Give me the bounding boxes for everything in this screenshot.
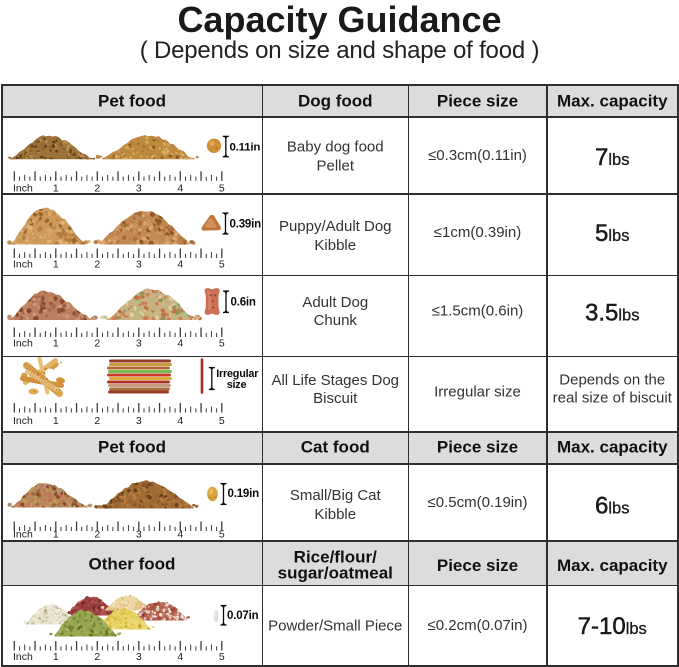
svg-text:2: 2 — [94, 338, 100, 350]
svg-text:5: 5 — [218, 258, 224, 270]
svg-text:5: 5 — [218, 651, 224, 663]
svg-text:3: 3 — [135, 258, 141, 270]
svg-text:2: 2 — [94, 528, 100, 540]
svg-text:0.39in: 0.39in — [229, 218, 261, 230]
svg-text:1: 1 — [52, 183, 58, 193]
svg-text:4: 4 — [177, 338, 183, 350]
svg-text:Inch: Inch — [13, 528, 33, 540]
svg-text:1: 1 — [52, 338, 58, 350]
svg-text:3: 3 — [135, 183, 141, 193]
svg-text:1: 1 — [52, 415, 58, 427]
svg-text:1: 1 — [52, 528, 58, 540]
svg-text:4: 4 — [177, 528, 183, 540]
svg-text:0.6in: 0.6in — [230, 297, 255, 309]
svg-text:Inch: Inch — [13, 183, 33, 193]
svg-text:1: 1 — [52, 258, 58, 270]
svg-text:5: 5 — [218, 338, 224, 350]
svg-text:0.07in: 0.07in — [227, 610, 259, 622]
svg-text:0.11in: 0.11in — [229, 141, 260, 153]
svg-text:2: 2 — [94, 258, 100, 270]
svg-text:Inch: Inch — [13, 338, 33, 350]
svg-text:size: size — [226, 379, 246, 391]
svg-text:2: 2 — [94, 415, 100, 427]
svg-text:5: 5 — [218, 183, 224, 193]
svg-text:1: 1 — [52, 651, 58, 663]
svg-text:Inch: Inch — [13, 415, 33, 427]
svg-text:3: 3 — [135, 415, 141, 427]
svg-text:4: 4 — [177, 183, 183, 193]
svg-text:2: 2 — [94, 183, 100, 193]
svg-text:0.19in: 0.19in — [227, 488, 259, 500]
svg-text:4: 4 — [177, 258, 183, 270]
svg-text:4: 4 — [177, 651, 183, 663]
svg-text:4: 4 — [177, 415, 183, 427]
svg-text:3: 3 — [135, 528, 141, 540]
svg-text:2: 2 — [94, 651, 100, 663]
svg-text:3: 3 — [135, 651, 141, 663]
svg-text:5: 5 — [218, 415, 224, 427]
svg-text:Inch: Inch — [13, 258, 33, 270]
svg-text:3: 3 — [135, 338, 141, 350]
svg-text:Inch: Inch — [13, 651, 33, 663]
svg-text:Irregular: Irregular — [216, 368, 259, 380]
svg-text:5: 5 — [218, 528, 224, 540]
